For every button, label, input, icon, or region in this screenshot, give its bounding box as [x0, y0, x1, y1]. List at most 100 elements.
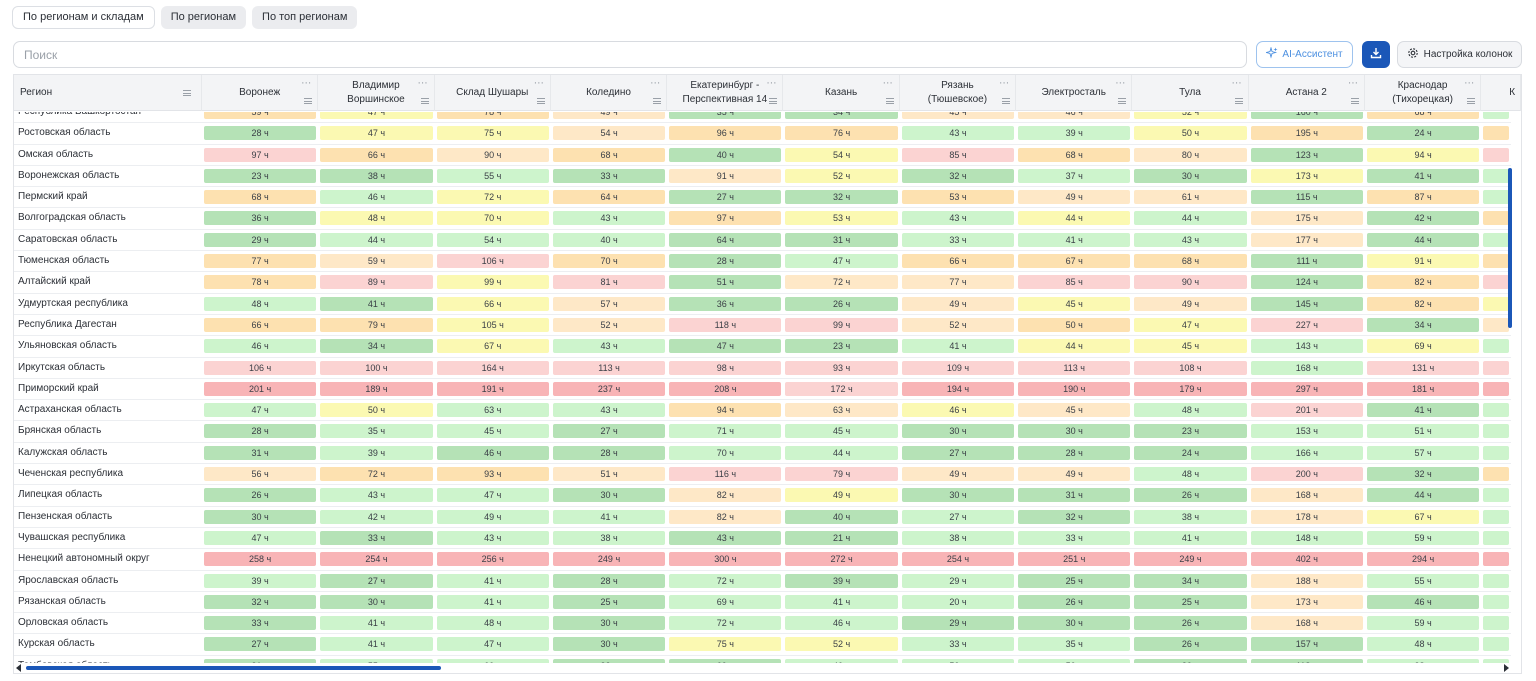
table-cell[interactable]: 72 ч	[783, 272, 899, 292]
more-icon[interactable]: ⋯	[533, 78, 544, 89]
table-cell[interactable]: 157 ч	[1249, 634, 1365, 654]
table-cell[interactable]: 60 ч	[435, 656, 551, 665]
table-cell-partial[interactable]	[1481, 145, 1511, 165]
table-cell[interactable]: 82 ч	[667, 485, 783, 505]
table-row[interactable]: Республика Дагестан 66 ч 79 ч 105 ч 52 ч 118 …	[14, 315, 1512, 337]
table-cell[interactable]: 97 ч	[202, 145, 318, 165]
table-cell[interactable]: 76 ч	[783, 123, 899, 143]
table-cell[interactable]: 41 ч	[318, 634, 434, 654]
table-cell[interactable]: 30 ч	[551, 613, 667, 633]
table-cell[interactable]: 41 ч	[435, 592, 551, 612]
table-cell[interactable]: 27 ч	[667, 187, 783, 207]
table-cell[interactable]: 29 ч	[202, 230, 318, 250]
table-cell[interactable]: 189 ч	[318, 379, 434, 399]
table-cell[interactable]: 44 ч	[1365, 485, 1481, 505]
table-cell[interactable]: 38 ч	[1365, 656, 1481, 665]
table-cell[interactable]: 115 ч	[1249, 187, 1365, 207]
more-icon[interactable]: ⋯	[1347, 78, 1358, 89]
table-cell[interactable]: 26 ч	[1132, 634, 1248, 654]
table-cell-partial[interactable]	[1481, 112, 1511, 122]
table-cell[interactable]: 402 ч	[1249, 549, 1365, 569]
column-header-warehouse[interactable]: Владимир Воршинское ⋯	[318, 75, 435, 111]
table-cell[interactable]: 51 ч	[667, 272, 783, 292]
table-cell[interactable]: 50 ч	[900, 656, 1016, 665]
table-cell[interactable]: 43 ч	[900, 208, 1016, 228]
table-cell[interactable]: 34 ч	[783, 112, 899, 122]
table-cell[interactable]: 49 ч	[435, 507, 551, 527]
more-icon[interactable]: ⋯	[1115, 78, 1126, 89]
column-menu-icon[interactable]	[653, 98, 662, 104]
table-cell[interactable]: 72 ч	[667, 613, 783, 633]
table-cell[interactable]: 63 ч	[435, 400, 551, 420]
table-cell[interactable]: 90 ч	[1132, 272, 1248, 292]
table-cell[interactable]: 26 ч	[202, 485, 318, 505]
table-cell[interactable]: 106 ч	[202, 358, 318, 378]
table-cell[interactable]: 50 ч	[1132, 123, 1248, 143]
column-header-warehouse[interactable]: Екатеринбург - Перспективная 14 ⋯	[667, 75, 784, 111]
tab-regions-and-warehouses[interactable]: По регионам и складам	[12, 6, 155, 29]
table-cell[interactable]: 32 ч	[202, 592, 318, 612]
more-icon[interactable]: ⋯	[417, 78, 428, 89]
table-cell[interactable]: 168 ч	[1249, 485, 1365, 505]
table-cell[interactable]: 47 ч	[202, 528, 318, 548]
table-cell[interactable]: 59 ч	[1365, 528, 1481, 548]
table-cell[interactable]: 43 ч	[435, 528, 551, 548]
table-cell[interactable]: 26 ч	[1132, 613, 1248, 633]
column-menu-icon[interactable]	[1234, 98, 1243, 104]
table-cell[interactable]: 116 ч	[667, 464, 783, 484]
table-cell[interactable]: 26 ч	[783, 294, 899, 314]
column-header-warehouse[interactable]: Тула ⋯	[1132, 75, 1249, 111]
table-cell[interactable]: 30 ч	[1016, 421, 1132, 441]
column-header-warehouse[interactable]: Коледино ⋯	[551, 75, 668, 111]
table-cell[interactable]: 25 ч	[1132, 592, 1248, 612]
table-cell[interactable]: 34 ч	[1365, 315, 1481, 335]
table-row[interactable]: Волгоградская область 36 ч 48 ч 70 ч 43 ч 97 …	[14, 208, 1512, 230]
table-cell[interactable]: 30 ч	[1016, 613, 1132, 633]
table-cell-partial[interactable]	[1481, 166, 1511, 186]
table-cell[interactable]: 54 ч	[435, 230, 551, 250]
table-cell[interactable]: 30 ч	[900, 421, 1016, 441]
table-cell[interactable]: 56 ч	[202, 464, 318, 484]
table-cell[interactable]: 254 ч	[900, 549, 1016, 569]
table-cell[interactable]: 43 ч	[667, 528, 783, 548]
table-cell[interactable]: 181 ч	[1365, 379, 1481, 399]
table-cell[interactable]: 208 ч	[667, 379, 783, 399]
table-cell[interactable]: 85 ч	[900, 145, 1016, 165]
table-row[interactable]: Приморский край 201 ч 189 ч 191 ч 237 ч 208 ч…	[14, 379, 1512, 401]
table-cell[interactable]: 50 ч	[1016, 656, 1132, 665]
table-cell[interactable]: 70 ч	[667, 443, 783, 463]
table-cell-partial[interactable]	[1481, 294, 1511, 314]
table-cell[interactable]: 67 ч	[435, 336, 551, 356]
table-cell[interactable]: 70 ч	[435, 208, 551, 228]
table-cell[interactable]: 131 ч	[1365, 358, 1481, 378]
table-cell[interactable]: 50 ч	[1016, 315, 1132, 335]
table-cell[interactable]: 46 ч	[1365, 592, 1481, 612]
table-cell-partial[interactable]	[1481, 230, 1511, 250]
table-cell[interactable]: 45 ч	[1132, 336, 1248, 356]
table-cell[interactable]: 48 ч	[1132, 464, 1248, 484]
table-cell[interactable]: 41 ч	[900, 336, 1016, 356]
table-cell[interactable]: 60 ч	[667, 656, 783, 665]
table-cell[interactable]: 68 ч	[1016, 145, 1132, 165]
table-cell[interactable]: 99 ч	[783, 315, 899, 335]
table-cell[interactable]: 36 ч	[202, 208, 318, 228]
table-cell[interactable]: 68 ч	[202, 187, 318, 207]
table-cell[interactable]: 48 ч	[1132, 400, 1248, 420]
table-cell[interactable]: 41 ч	[1132, 528, 1248, 548]
table-cell[interactable]: 43 ч	[551, 208, 667, 228]
table-cell[interactable]: 63 ч	[783, 400, 899, 420]
table-cell[interactable]: 166 ч	[1249, 443, 1365, 463]
table-cell[interactable]: 72 ч	[667, 571, 783, 591]
table-cell[interactable]: 33 ч	[202, 613, 318, 633]
table-cell[interactable]: 46 ч	[1016, 112, 1132, 122]
table-cell[interactable]: 89 ч	[318, 272, 434, 292]
table-row[interactable]: Иркутская область 106 ч 100 ч 164 ч 113 ч 98 …	[14, 358, 1512, 379]
table-cell[interactable]: 191 ч	[435, 379, 551, 399]
table-cell[interactable]: 31 ч	[202, 656, 318, 665]
table-cell[interactable]: 30 ч	[900, 485, 1016, 505]
table-cell[interactable]: 27 ч	[202, 634, 318, 654]
column-header-warehouse[interactable]: Воронеж ⋯	[202, 75, 319, 111]
column-header-warehouse[interactable]: Склад Шушары ⋯	[435, 75, 551, 111]
